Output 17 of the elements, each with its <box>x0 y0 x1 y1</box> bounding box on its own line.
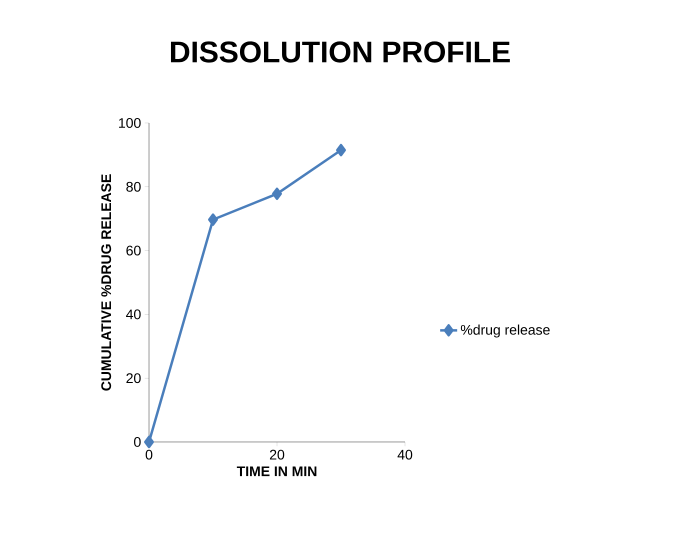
point <box>336 144 346 156</box>
y-tick-label: 20 <box>126 373 141 384</box>
legend-label: %drug release <box>460 324 550 338</box>
y-tick-label: 100 <box>119 118 141 128</box>
point <box>144 436 154 448</box>
x-tick-label: 0 <box>146 450 152 460</box>
point <box>208 213 218 226</box>
chart-title: DISSOLUTION PROFILE <box>170 41 510 63</box>
y-tick-label: 80 <box>126 182 141 192</box>
y-axis-title: CUMULATIVE %DRUG RELEASE <box>101 174 112 391</box>
x-tick-label: 20 <box>270 450 284 460</box>
point <box>272 188 282 200</box>
x-tick-label: 40 <box>398 450 412 460</box>
y-tick-label: 60 <box>126 246 141 256</box>
y-tick-label: 40 <box>126 309 141 320</box>
y-tick-label: 0 <box>134 437 141 447</box>
x-axis-title: TIME IN MIN <box>236 466 316 476</box>
